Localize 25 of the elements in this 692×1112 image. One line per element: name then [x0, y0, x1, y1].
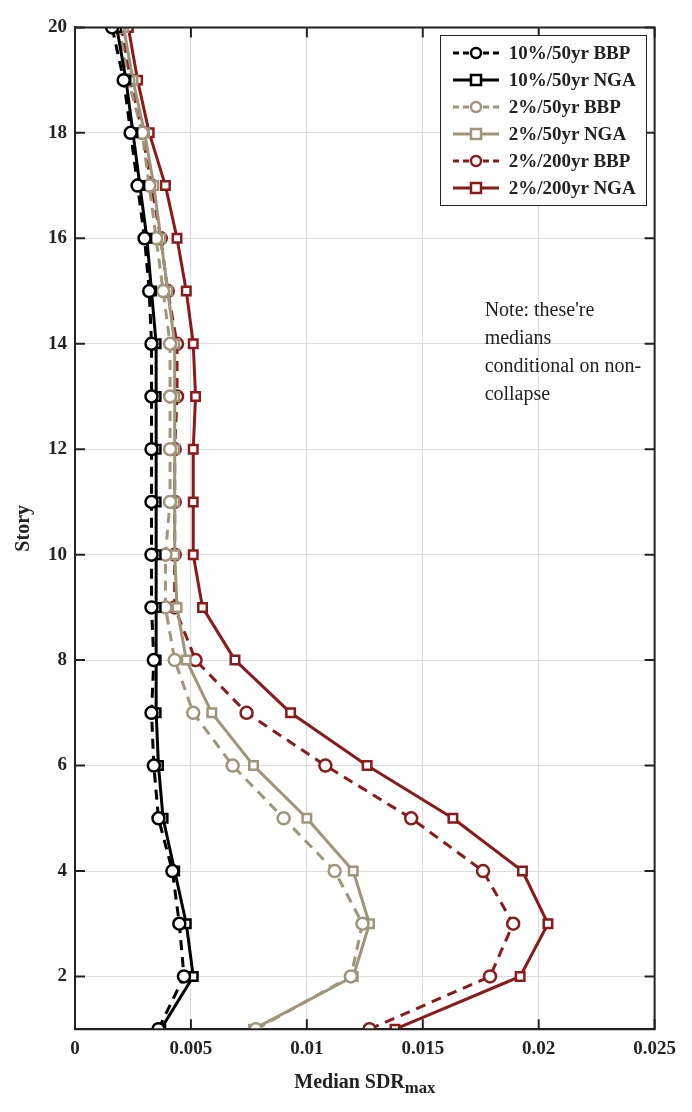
x-tick-label: 0 [70, 1036, 80, 1058]
y-tick-label: 4 [57, 858, 68, 880]
y-tick-label: 10 [48, 542, 67, 564]
y-tick-label: 2 [57, 964, 67, 986]
legend-label: 2%/200yr NGA [508, 177, 636, 200]
legend-label: 2%/200yr BBP [508, 150, 631, 173]
annotation: Note: these're medians conditional on non-collapse [484, 297, 643, 407]
y-tick-label: 20 [48, 15, 67, 37]
x-tick-label: 0.025 [633, 1036, 676, 1058]
x-tick-label: 0.005 [169, 1036, 213, 1058]
legend-label: 2%/50yr NGA [508, 123, 627, 146]
x-axis-title: Median SDR$_{max}$ [293, 1070, 437, 1098]
y-tick-label: 8 [57, 648, 67, 670]
y-tick-label: 18 [48, 120, 67, 142]
x-tick-label: 0.02 [522, 1036, 556, 1058]
y-tick-label: 16 [48, 226, 67, 248]
legend-label: 10%/50yr BBP [508, 42, 631, 65]
legend-label: 2%/50yr BBP [508, 96, 621, 119]
y-tick-label: 14 [48, 331, 68, 353]
legend-label: 10%/50yr NGA [508, 69, 636, 92]
y-tick-label: 12 [48, 437, 67, 459]
y-axis-title: Story [11, 504, 35, 552]
y-tick-label: 6 [57, 753, 67, 775]
x-tick-label: 0.015 [401, 1036, 445, 1058]
x-tick-label: 0.01 [290, 1036, 324, 1058]
